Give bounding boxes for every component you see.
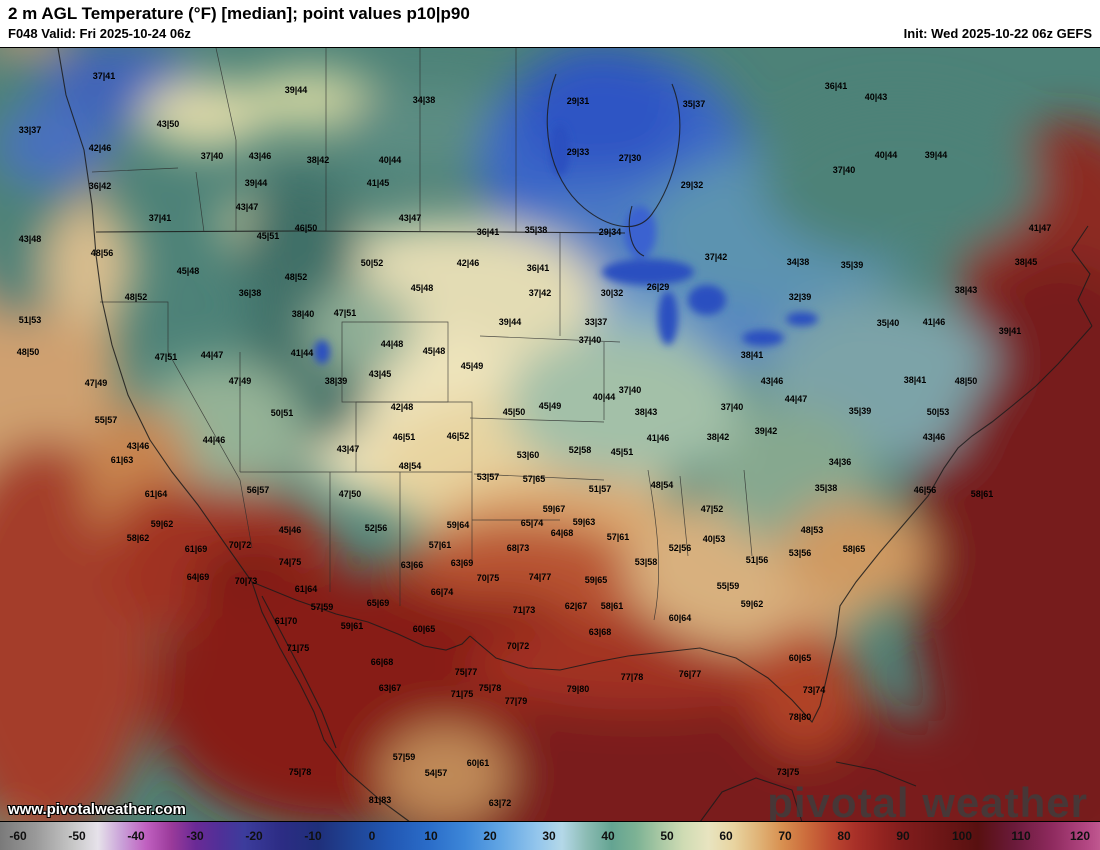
colorbar-tick-label: 100 bbox=[951, 829, 973, 843]
colorbar-tick-label: 70 bbox=[778, 829, 792, 843]
colorbar-tick-label: 80 bbox=[837, 829, 851, 843]
colorbar-tick-label: 20 bbox=[483, 829, 497, 843]
temperature-field bbox=[0, 10, 1100, 850]
colorbar-ticks: -60 -50 -40 -30 -20 -10 0 10 20 30 40 50 60 70 80 90 100… bbox=[9, 822, 1090, 850]
colorbar-tick-label: -50 bbox=[68, 829, 86, 843]
colorbar-tick-label: -30 bbox=[186, 829, 204, 843]
colorbar-tick-label: 90 bbox=[896, 829, 910, 843]
colorbar-tick-label: 0 bbox=[368, 829, 376, 843]
colorbar-gradient bbox=[0, 822, 1100, 850]
colorbar-tick-label: 50 bbox=[660, 829, 674, 843]
colorbar-tick-label: -10 bbox=[304, 829, 322, 843]
colorbar-tick-label: 30 bbox=[542, 829, 556, 843]
colorbar-tick-label: 40 bbox=[601, 829, 615, 843]
colorbar: -60 -50 -40 -30 -20 -10 0 10 20 30 40 50 60 70 80 90 100… bbox=[0, 821, 1100, 850]
colorbar-tick-label: 10 bbox=[424, 829, 438, 843]
valid-time-label: F048 Valid: Fri 2025-10-24 06z bbox=[8, 26, 191, 41]
state-borders bbox=[91, 47, 753, 621]
coastlines bbox=[57, 47, 1093, 823]
colorbar-tick-label: 120 bbox=[1069, 829, 1091, 843]
pivotal-weather-logo: pivotal weather bbox=[767, 779, 1088, 826]
colorbar-tick-label: -40 bbox=[127, 829, 145, 843]
map-title: 2 m AGL Temperature (°F) [median]; point… bbox=[8, 4, 470, 23]
site-watermark: www.pivotalweather.com bbox=[8, 801, 186, 818]
map-header: 2 m AGL Temperature (°F) [median]; point… bbox=[0, 0, 1100, 48]
colorbar-tick-label: 110 bbox=[1011, 829, 1031, 843]
colorbar-tick-label: 60 bbox=[719, 829, 733, 843]
colorbar-tick-label: -20 bbox=[245, 829, 263, 843]
colorbar-tick-label: -60 bbox=[9, 829, 27, 843]
init-time-label: Init: Wed 2025-10-22 06z GEFS bbox=[903, 26, 1092, 41]
